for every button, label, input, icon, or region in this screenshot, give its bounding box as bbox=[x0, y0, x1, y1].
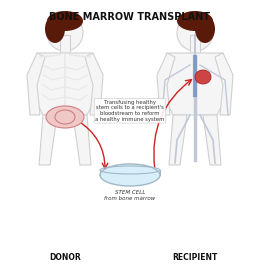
Polygon shape bbox=[73, 115, 91, 165]
Ellipse shape bbox=[45, 15, 65, 43]
Polygon shape bbox=[85, 53, 103, 115]
Text: BONE MARROW TRANSPLANT: BONE MARROW TRANSPLANT bbox=[49, 12, 211, 22]
Polygon shape bbox=[169, 115, 187, 165]
Ellipse shape bbox=[47, 11, 83, 31]
Polygon shape bbox=[163, 53, 227, 115]
Ellipse shape bbox=[195, 70, 211, 84]
Circle shape bbox=[177, 15, 213, 51]
Polygon shape bbox=[33, 53, 97, 115]
Text: DONOR: DONOR bbox=[49, 253, 81, 263]
Ellipse shape bbox=[100, 164, 160, 186]
Polygon shape bbox=[39, 115, 57, 165]
Polygon shape bbox=[157, 53, 175, 115]
Bar bbox=[60, 35, 70, 53]
Text: RECIPIENT: RECIPIENT bbox=[172, 253, 218, 263]
Circle shape bbox=[47, 15, 83, 51]
Ellipse shape bbox=[177, 11, 213, 31]
Ellipse shape bbox=[195, 15, 215, 43]
Polygon shape bbox=[27, 53, 45, 115]
Text: STEM CELL
from bone marrow: STEM CELL from bone marrow bbox=[104, 190, 156, 201]
Polygon shape bbox=[203, 115, 221, 165]
Text: Transfusing healthy
stem cells to a recipient's
bloodstream to reform
a healthy : Transfusing healthy stem cells to a reci… bbox=[95, 100, 165, 122]
Polygon shape bbox=[215, 53, 233, 115]
Ellipse shape bbox=[46, 106, 84, 128]
Bar bbox=[190, 35, 200, 53]
